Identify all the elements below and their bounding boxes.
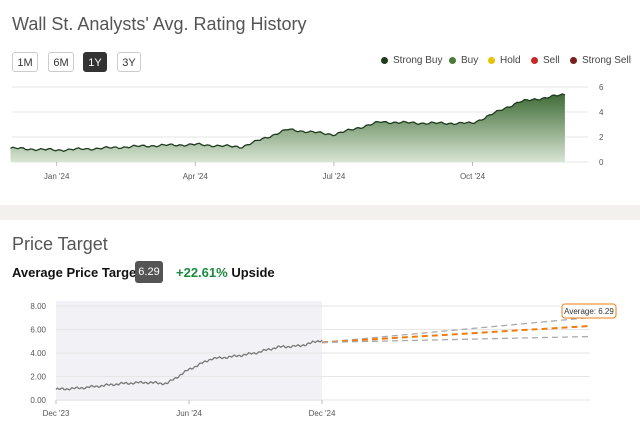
legend-dot-icon <box>488 57 495 64</box>
legend-sell[interactable]: Sell <box>531 55 560 66</box>
rating-line-series <box>10 93 566 152</box>
avg-price-target-badge: 6.29 <box>135 261 163 283</box>
rating-area-series <box>10 93 565 162</box>
upside-text: +22.61% Upside <box>176 265 275 280</box>
legend-strong-buy[interactable]: Strong Buy <box>381 55 442 66</box>
range-6m-button[interactable]: 6M <box>48 52 74 72</box>
legend-label: Strong Sell <box>582 55 631 66</box>
x-tick-label: Jan '24 <box>44 172 70 181</box>
rating-history-panel: Wall St. Analysts' Avg. Rating History 1… <box>0 0 640 205</box>
x-tick-label: Oct '24 <box>460 172 486 181</box>
legend-dot-icon <box>570 57 577 64</box>
legend-hold[interactable]: Hold <box>488 55 521 66</box>
x-tick-label: Apr '24 <box>183 172 209 181</box>
legend-dot-icon <box>531 57 538 64</box>
legend-dot-icon <box>449 57 456 64</box>
avg-price-target-label: Average Price Target <box>12 265 141 280</box>
x-tick-label: Jul '24 <box>322 172 345 181</box>
legend-label: Hold <box>500 55 521 66</box>
range-1y-button[interactable]: 1Y <box>83 52 107 72</box>
rating-history-title: Wall St. Analysts' Avg. Rating History <box>12 14 307 34</box>
legend-strong-sell[interactable]: Strong Sell <box>570 55 631 66</box>
legend-dot-icon <box>381 57 388 64</box>
legend-label: Sell <box>543 55 560 66</box>
legend-label: Strong Buy <box>393 55 443 66</box>
y-tick-label: 2 <box>599 133 604 142</box>
upside-percent: +22.61% <box>176 265 228 280</box>
price-target-panel: Price Target <box>0 220 640 434</box>
y-tick-label: 4 <box>599 108 604 117</box>
legend-buy[interactable]: Buy <box>449 55 478 66</box>
range-1m-button[interactable]: 1M <box>12 52 38 72</box>
legend-label: Buy <box>461 55 479 66</box>
rating-history-chart: Jan '24 Apr '24 Jul '24 Oct '24 0 2 4 6 <box>10 83 604 181</box>
price-target-title: Price Target <box>12 234 108 254</box>
y-tick-label: 6 <box>599 83 604 92</box>
upside-word: Upside <box>231 265 275 280</box>
y-tick-label: 0 <box>599 158 604 167</box>
range-3y-button[interactable]: 3Y <box>117 52 141 72</box>
